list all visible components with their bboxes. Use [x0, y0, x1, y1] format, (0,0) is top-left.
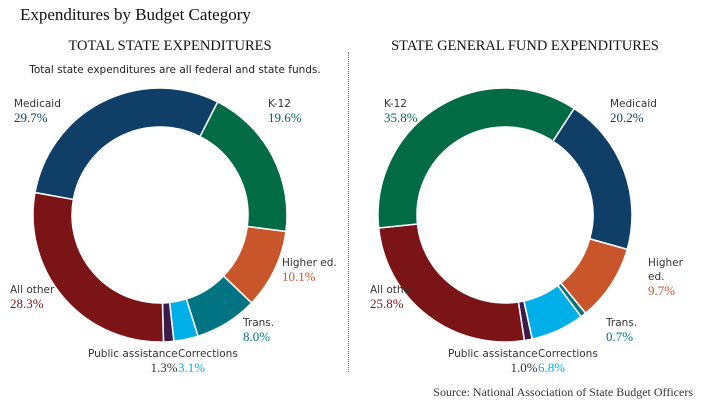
percent-label: 3.1% — [178, 360, 206, 375]
slice-label: K-12 35.8% — [384, 97, 418, 125]
percent-label: 25.8% — [370, 296, 404, 311]
slice-label: All other 25.8% — [370, 283, 414, 311]
slice-all-other — [32, 191, 165, 343]
percent-label: 1.0% — [510, 360, 538, 375]
percent-label: 29.7% — [14, 110, 48, 125]
category-name: K-12 — [268, 98, 291, 110]
percent-label: 19.6% — [268, 110, 302, 125]
slice-label: All other 28.3% — [10, 283, 54, 311]
slice-medicaid — [551, 107, 633, 251]
percent-label: 6.8% — [538, 360, 566, 375]
slice-label: Higher ed. 9.7% — [648, 256, 701, 298]
category-name: Higher ed. — [282, 257, 337, 269]
percent-label: 0.7% — [606, 329, 634, 344]
category-name: All other — [370, 284, 415, 296]
percent-label: 8.0% — [243, 329, 271, 344]
category-name: Corrections — [538, 348, 598, 360]
divider — [348, 52, 349, 372]
percent-label: 10.1% — [282, 269, 316, 284]
slice-k-12 — [377, 87, 576, 229]
percent-label: 1.3% — [150, 360, 178, 375]
chart-title: Expenditures by Budget Category — [20, 5, 251, 24]
category-name: Corrections — [178, 348, 238, 360]
category-name: Trans. — [243, 317, 275, 329]
left-chart-note: Total state expenditures are all federal… — [29, 64, 321, 76]
percent-label: 35.8% — [384, 110, 418, 125]
slice-medicaid — [34, 87, 219, 201]
slice-label: Medicaid 20.2% — [610, 97, 657, 125]
left-chart-title: TOTAL STATE EXPENDITURES — [68, 38, 272, 54]
percent-label: 20.2% — [610, 110, 644, 125]
category-name: Medicaid — [610, 98, 657, 110]
slice-label: Public assistance 1.0% — [448, 347, 538, 375]
slice-label: Public assistance 1.3% — [88, 347, 178, 375]
percent-label: 28.3% — [10, 296, 44, 311]
slice-label: Medicaid 29.7% — [14, 97, 61, 125]
slice-label: K-12 19.6% — [268, 97, 302, 125]
category-name: Trans. — [606, 317, 638, 329]
slice-label: Trans. 8.0% — [243, 316, 274, 344]
category-name: Public assistance — [88, 348, 178, 360]
category-name: Public assistance — [448, 348, 538, 360]
source-note: Source: National Association of State Bu… — [433, 385, 693, 399]
category-name: Higher ed. — [648, 257, 683, 283]
category-name: All other — [10, 284, 55, 296]
category-name: K-12 — [384, 98, 407, 110]
right-chart-title: STATE GENERAL FUND EXPENDITURES — [391, 38, 659, 54]
percent-label: 9.7% — [648, 283, 676, 298]
slice-label: Higher ed. 10.1% — [282, 256, 337, 284]
slice-label: Trans. 0.7% — [606, 316, 637, 344]
category-name: Medicaid — [14, 98, 61, 110]
slice-label: Corrections 6.8% — [538, 347, 598, 375]
slice-label: Corrections 3.1% — [178, 347, 238, 375]
